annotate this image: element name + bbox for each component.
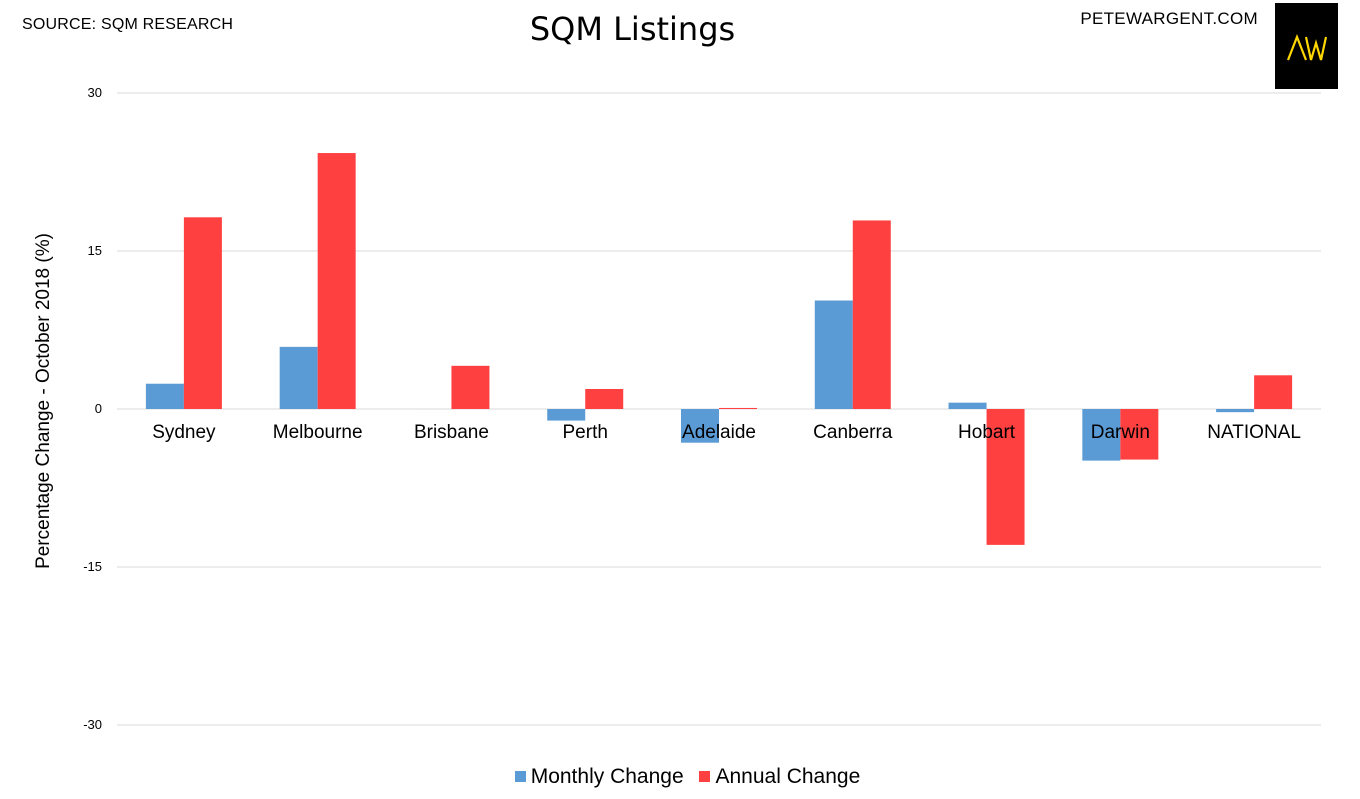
bar-annual-adelaide [719, 407, 757, 409]
bar-annual-sydney [183, 217, 222, 409]
bar-monthly-hobart [948, 402, 987, 409]
x-tick-label: Perth [563, 422, 608, 443]
x-tick-label: NATIONAL [1207, 422, 1301, 443]
bar-monthly-perth [547, 409, 586, 421]
legend: Monthly Change Annual Change [0, 764, 1360, 789]
chart-title: SQM Listings [529, 10, 736, 48]
bar-annual-melbourne [317, 153, 356, 409]
bar-annual-darwin [1120, 409, 1159, 460]
legend-item-monthly: Monthly Change [514, 764, 684, 789]
y-tick-label: 15 [88, 243, 102, 258]
aw-logo-mark [1286, 33, 1328, 61]
y-tick-label: 30 [88, 85, 102, 100]
x-tick-label: Brisbane [414, 422, 489, 443]
legend-label-monthly: Monthly Change [530, 764, 684, 788]
y-tick-label: -30 [83, 717, 102, 732]
y-tick-label: -15 [83, 559, 102, 574]
legend-swatch-monthly [514, 771, 526, 782]
bar-annual-hobart [986, 409, 1025, 545]
site-label: PETEWARGENT.COM [1080, 9, 1258, 28]
bar-annual-perth [585, 388, 624, 409]
x-tick-label: Hobart [958, 422, 1016, 443]
aw-logo [1275, 3, 1338, 89]
bar-monthly-national [1216, 409, 1255, 413]
bar-annual-national [1254, 375, 1293, 409]
bar-monthly-canberra [814, 300, 853, 409]
x-tick-label: Adelaide [682, 422, 756, 443]
x-tick-label: Sydney [152, 422, 216, 443]
legend-swatch-annual [699, 771, 711, 782]
bar-monthly-melbourne [279, 346, 318, 409]
legend-item-annual: Annual Change [699, 765, 860, 789]
bar-annual-canberra [852, 220, 891, 409]
x-tick-label: Melbourne [273, 422, 363, 443]
y-tick-label: 0 [95, 401, 102, 416]
bar-annual-brisbane [451, 365, 490, 409]
bar-monthly-adelaide [681, 409, 719, 443]
x-tick-label: Canberra [813, 422, 893, 443]
x-tick-label: Darwin [1091, 422, 1150, 443]
bar-monthly-sydney [145, 383, 184, 409]
legend-label-annual: Annual Change [715, 764, 861, 788]
bar-monthly-darwin [1082, 409, 1121, 461]
source-label: SOURCE: SQM RESEARCH [22, 16, 234, 33]
